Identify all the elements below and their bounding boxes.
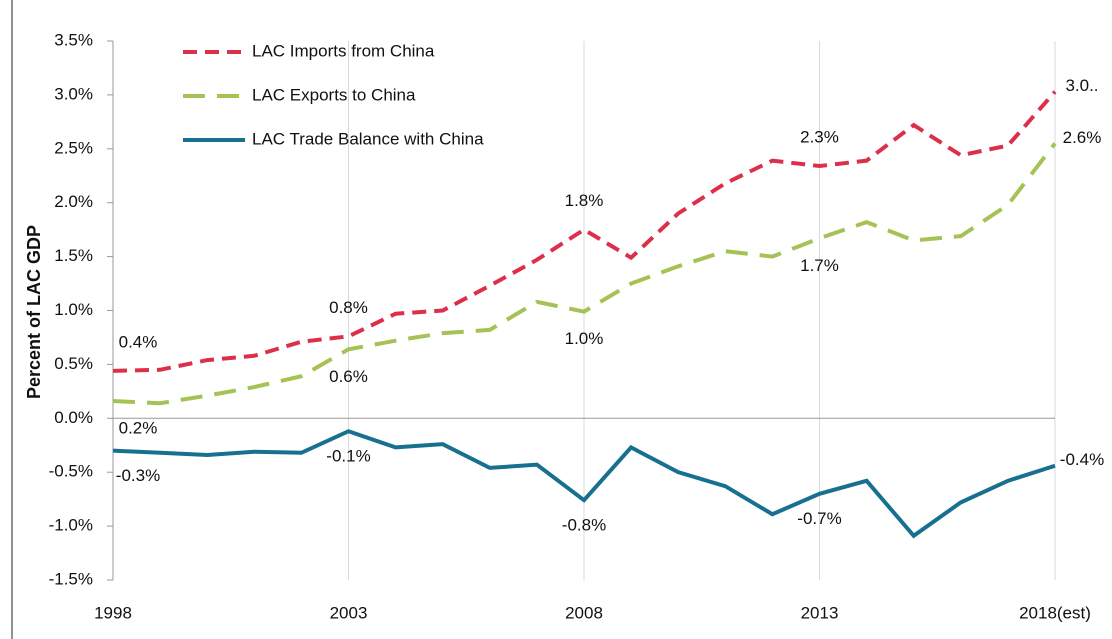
y-tick-label: 3.0% [54, 84, 93, 103]
data-label: -0.4% [1060, 450, 1104, 469]
data-label: 0.4% [119, 332, 158, 351]
data-label: -0.3% [116, 466, 160, 485]
y-axis-label: Percent of LAC GDP [24, 225, 44, 399]
data-label: 1.7% [800, 256, 839, 275]
y-tick-label: -0.5% [49, 462, 93, 481]
y-tick-label: 1.5% [54, 246, 93, 265]
y-tick-label: -1.0% [49, 516, 93, 535]
series-line [112, 429, 1056, 539]
data-label: -0.7% [797, 509, 841, 528]
x-tick-label: 2008 [565, 603, 603, 622]
series-line [112, 90, 1057, 373]
data-label: -0.8% [562, 516, 606, 535]
legend-label: LAC Exports to China [252, 85, 416, 104]
series-line [112, 142, 1057, 406]
data-label: 0.2% [119, 419, 158, 438]
x-tick-label: 2018(est) [1019, 603, 1091, 622]
x-tick-label: 2003 [330, 603, 368, 622]
data-label: 1.0% [565, 329, 604, 348]
data-label: 2.3% [800, 128, 839, 147]
x-tick-label: 2013 [801, 603, 839, 622]
x-tick-label: 1998 [94, 603, 132, 622]
y-tick-label: 2.5% [54, 138, 93, 157]
y-tick-label: 1.0% [54, 300, 93, 319]
data-label: 0.6% [329, 367, 368, 386]
y-tick-label: 0.0% [54, 408, 93, 427]
data-label: 3.0.. [1065, 76, 1098, 95]
data-label: -0.1% [326, 447, 370, 466]
data-label: 1.8% [565, 191, 604, 210]
y-tick-label: 3.5% [54, 30, 93, 49]
data-label: 0.8% [329, 298, 368, 317]
data-label: 2.6% [1063, 128, 1102, 147]
y-tick-label: 2.0% [54, 192, 93, 211]
y-tick-label: 0.5% [54, 354, 93, 373]
legend-label: LAC Imports from China [252, 41, 435, 60]
y-tick-label: -1.5% [49, 569, 93, 588]
legend-label: LAC Trade Balance with China [252, 129, 484, 148]
